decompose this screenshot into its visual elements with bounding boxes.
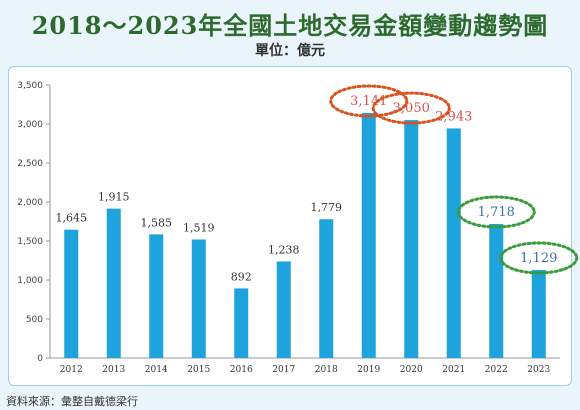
- x-tick-label: 2016: [230, 365, 253, 375]
- source-note: 資料來源：彙整自戴德梁行: [6, 395, 138, 408]
- data-label: 1,585: [141, 216, 173, 229]
- x-tick-label: 2023: [527, 365, 550, 375]
- bar: [446, 128, 461, 358]
- y-tick-label: 2,500: [17, 159, 43, 169]
- y-tick-label: 1,000: [17, 276, 43, 286]
- bar: [489, 223, 504, 358]
- highlight-ring: [329, 84, 409, 118]
- bar: [404, 120, 419, 358]
- highlight-ring: [371, 91, 451, 125]
- chart-title: 2018～2023年全國土地交易金額變動趨勢圖: [31, 11, 549, 40]
- bar: [106, 208, 121, 358]
- data-label: 1,129: [520, 251, 557, 266]
- y-tick-label: 0: [37, 354, 43, 364]
- x-tick-label: 2013: [102, 365, 125, 375]
- x-tick-label: 2022: [485, 365, 508, 375]
- x-tick-label: 2017: [272, 365, 295, 375]
- y-tick-label: 2,000: [17, 198, 43, 208]
- data-label: 1,519: [183, 222, 215, 235]
- y-tick-label: 500: [26, 315, 43, 325]
- data-label: 1,718: [478, 205, 515, 220]
- data-label: 3,050: [393, 101, 430, 116]
- bar: [64, 229, 79, 358]
- y-tick-label: 3,500: [17, 81, 43, 91]
- bar: [149, 234, 164, 358]
- data-label: 1,238: [268, 243, 300, 256]
- bar: [361, 113, 376, 358]
- x-tick-label: 2015: [187, 365, 210, 375]
- data-label: 3,141: [350, 94, 387, 109]
- data-label: 1,645: [56, 212, 88, 225]
- x-tick-label: 2018: [315, 365, 338, 375]
- x-tick-label: 2019: [357, 365, 380, 375]
- data-label: 2,943: [435, 109, 472, 124]
- highlight-ring: [499, 241, 579, 275]
- highlight-ring: [456, 195, 536, 229]
- data-label: 1,779: [311, 201, 343, 214]
- y-tick-label: 1,500: [17, 237, 43, 247]
- bar: [531, 269, 546, 358]
- bar: [234, 288, 249, 358]
- x-tick-label: 2014: [145, 365, 168, 375]
- y-tick-label: 3,000: [17, 120, 43, 130]
- bar: [191, 239, 206, 358]
- bar: [319, 219, 334, 358]
- data-label: 1,915: [98, 191, 130, 204]
- data-label: 892: [231, 270, 252, 283]
- chart-unit: 單位：億元: [255, 43, 325, 59]
- x-tick-label: 2012: [60, 365, 83, 375]
- bar: [276, 261, 291, 358]
- x-tick-label: 2020: [400, 365, 423, 375]
- x-tick-label: 2021: [442, 365, 465, 375]
